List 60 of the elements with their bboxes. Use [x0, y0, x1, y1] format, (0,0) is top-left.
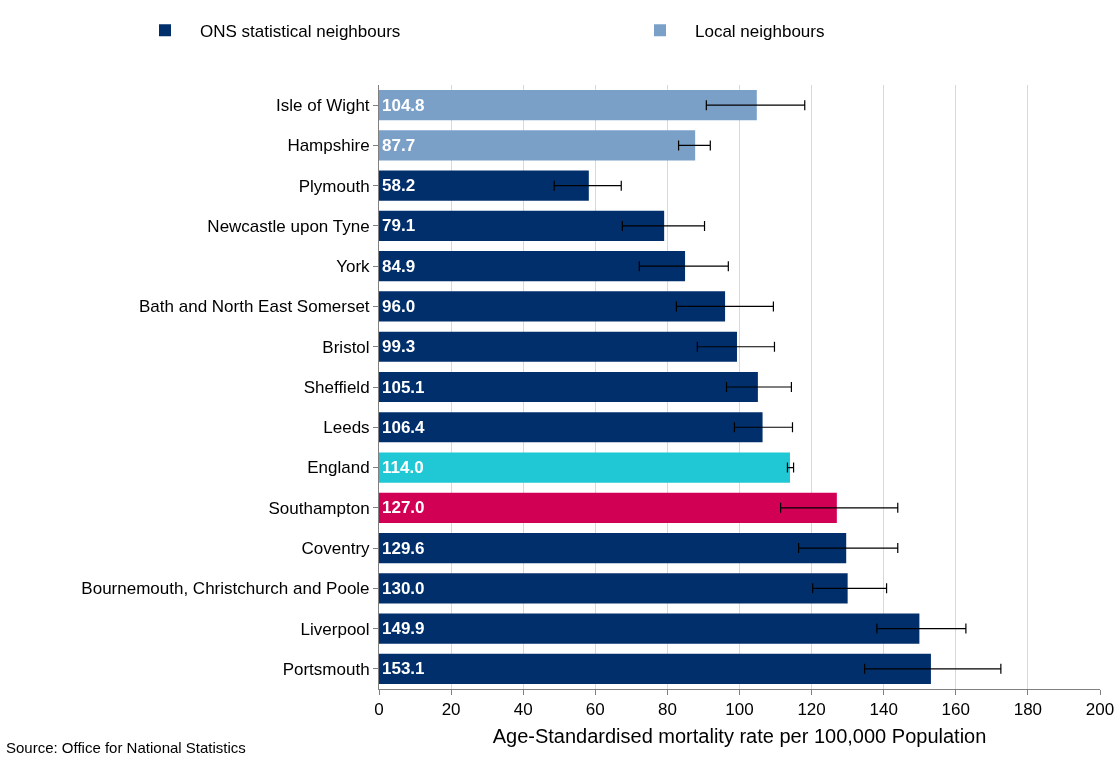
x-tick-label: 120: [797, 700, 826, 720]
bar: [379, 532, 847, 564]
legend-label: ONS statistical neighbours: [200, 21, 401, 41]
bar: [379, 371, 758, 403]
x-tick-label: 60: [585, 700, 605, 720]
x-tick-label: 40: [513, 700, 533, 720]
y-tick-label: Isle of Wight: [276, 96, 370, 116]
y-tick-label: Portsmouth: [282, 659, 370, 679]
y-tick-label: Southampton: [268, 498, 370, 518]
x-tick-label: 160: [941, 700, 970, 720]
y-tick-label: Bristol: [322, 337, 370, 357]
bar: [379, 653, 931, 684]
y-tick-label: England: [307, 458, 370, 478]
data-label: 130.0: [382, 578, 425, 598]
data-label: 79.1: [382, 216, 416, 236]
x-tick-label: 180: [1013, 700, 1043, 720]
data-label: 84.9: [382, 256, 416, 276]
data-label: 99.3: [382, 337, 416, 357]
y-tick-label: Bath and North East Somerset: [139, 297, 370, 317]
x-tick-label: 200: [1085, 700, 1115, 720]
data-label: 87.7: [382, 135, 416, 155]
data-label: 105.1: [382, 377, 425, 397]
y-tick-label: Liverpool: [300, 619, 370, 639]
bar: [379, 412, 763, 443]
data-label: 129.6: [382, 538, 425, 558]
data-label: 149.9: [382, 619, 425, 639]
legend-label: Local neighbours: [695, 21, 825, 41]
data-label: 106.4: [382, 417, 426, 437]
bar: [379, 613, 920, 644]
x-tick-label: 140: [869, 700, 898, 720]
y-tick-label: York: [336, 257, 371, 277]
data-label: 153.1: [382, 659, 425, 679]
data-label: 127.0: [382, 498, 425, 518]
bar: [379, 492, 837, 523]
bar: [379, 170, 589, 201]
data-label: 104.8: [382, 95, 425, 115]
data-label: 58.2: [382, 176, 416, 196]
y-tick-label: Leeds: [323, 418, 370, 438]
y-tick-label: Bournemouth, Christchurch and Poole: [81, 579, 370, 599]
x-tick-label: 100: [725, 700, 754, 720]
source-note: Source: Office for National Statistics: [6, 739, 246, 756]
x-tick-label: 80: [657, 700, 677, 720]
data-label: 96.0: [382, 296, 416, 316]
bar: [379, 331, 737, 362]
x-tick-label: 20: [441, 700, 461, 720]
y-tick-label: Plymouth: [298, 176, 370, 196]
bar: [379, 90, 757, 121]
y-tick-label: Coventry: [301, 539, 371, 559]
bar: [379, 210, 665, 242]
x-axis-title: Age-Standardised mortality rate per 100,000 Population: [492, 724, 987, 747]
y-tick-label: Hampshire: [287, 136, 370, 156]
bar: [379, 452, 790, 483]
bar: [379, 130, 696, 161]
data-label: 114.0: [382, 458, 424, 478]
y-tick-label: Newcastle upon Tyne: [207, 216, 370, 236]
y-tick-label: Sheffield: [303, 377, 370, 397]
bar: [379, 573, 848, 604]
x-tick-label: 0: [374, 700, 384, 720]
bar: [379, 291, 726, 322]
bar: [379, 251, 686, 282]
